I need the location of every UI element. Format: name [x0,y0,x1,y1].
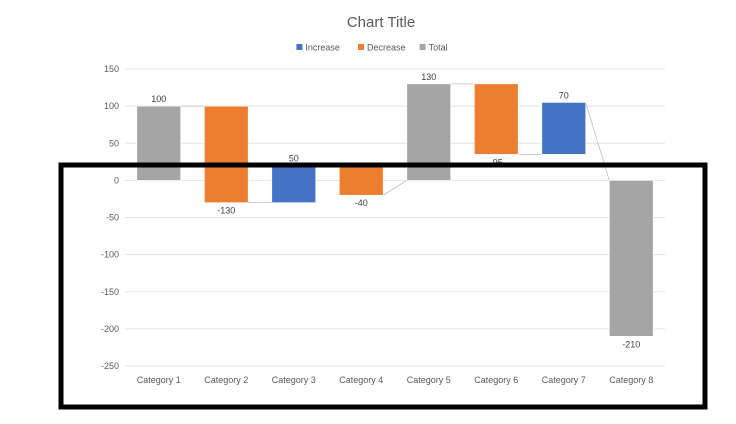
bar-category-1 [136,105,181,181]
x-category-label: Category 8 [609,375,653,385]
x-category-label: Category 2 [204,375,248,385]
x-category-label: Category 6 [474,375,518,385]
chart-title: Chart Title [347,14,415,31]
x-category-label: Category 5 [407,375,451,385]
legend-label-increase: Increase [305,43,340,53]
bar-category-8 [609,180,654,337]
data-labels: 100 -130 50 -40 130 -95 70 -210 [151,72,640,349]
x-axis-categories: Category 1 Category 2 Category 3 Category 4… [137,375,654,385]
legend: Increase Decrease Total [296,43,448,53]
y-tick-label: -150 [101,287,119,297]
data-label: 100 [151,94,166,104]
x-category-label: Category 7 [542,375,586,385]
bar-category-3 [271,165,316,203]
bar-category-6 [474,83,519,155]
connector-line [382,180,408,196]
data-label: 130 [421,72,436,82]
x-category-label: Category 1 [137,375,181,385]
data-label: 70 [559,90,569,100]
y-tick-label: -250 [101,361,119,371]
legend-label-total: Total [429,43,448,53]
legend-swatch-total [419,44,426,50]
y-tick-label: 0 [114,175,119,185]
y-tick-label: -50 [106,213,119,223]
y-tick-label: 150 [104,64,119,74]
data-label: -95 [490,157,503,167]
y-tick-label: 100 [104,101,119,111]
data-label: 50 [289,154,299,164]
legend-swatch-increase [296,44,303,50]
connector-line [585,102,610,181]
x-category-label: Category 3 [272,375,316,385]
bar-category-4 [339,165,384,196]
legend-swatch-decrease [358,44,364,50]
data-label: -210 [622,339,640,349]
y-tick-label: -200 [101,324,119,334]
bar-category-2 [204,105,249,203]
bar-category-7 [541,102,586,155]
y-axis-ticks: 150 100 50 0 -50 -100 -150 -200 -250 [101,64,119,371]
y-tick-label: -100 [101,250,119,260]
x-category-label: Category 4 [339,375,383,385]
data-label: -130 [217,206,235,216]
bars [136,83,654,337]
y-tick-label: 50 [109,138,119,148]
highlight-box [58,162,708,410]
data-label: -40 [355,198,368,208]
legend-label-decrease: Decrease [367,43,406,53]
